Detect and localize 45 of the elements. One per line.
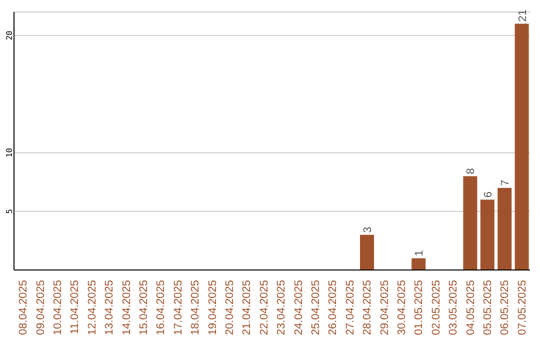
x-tick-label: 14.04.2025 bbox=[120, 280, 133, 336]
data-label: 6 bbox=[482, 192, 494, 198]
x-tick-label: 19.04.2025 bbox=[206, 280, 219, 336]
y-tick-label: 20 bbox=[5, 30, 14, 40]
bar bbox=[514, 24, 529, 270]
x-tick-label: 25.04.2025 bbox=[310, 280, 322, 336]
x-tick-label: 08.04.2025 bbox=[18, 280, 30, 336]
x-tick-label: 04.05.2025 bbox=[464, 280, 477, 336]
x-tick-label: 26.04.2025 bbox=[327, 280, 340, 336]
bar bbox=[498, 188, 512, 270]
x-tick-label: 28.04.2025 bbox=[362, 280, 374, 336]
x-tick-label: 12.04.2025 bbox=[86, 280, 98, 336]
data-label: 3 bbox=[362, 226, 374, 233]
x-tick-label: 23.04.2025 bbox=[276, 280, 288, 336]
data-label: 21 bbox=[516, 9, 529, 22]
bar bbox=[412, 258, 426, 270]
x-tick-label: 05.05.2025 bbox=[482, 280, 494, 336]
y-tick-label: 5 bbox=[5, 208, 14, 214]
x-tick-label: 17.04.2025 bbox=[172, 280, 184, 336]
x-tick-label: 07.05.2025 bbox=[516, 280, 528, 336]
x-tick-label: 30.04.2025 bbox=[396, 280, 408, 336]
x-tick-label: 11.04.2025 bbox=[69, 280, 82, 334]
x-tick-label: 15.04.2025 bbox=[138, 280, 150, 336]
x-tick-label: 02.05.2025 bbox=[430, 280, 442, 336]
data-label: 7 bbox=[500, 180, 512, 186]
x-tick-label: 22.04.2025 bbox=[258, 280, 270, 336]
x-tick-label: 21.04.2025 bbox=[241, 280, 254, 336]
x-tick-label: 16.04.2025 bbox=[155, 280, 168, 336]
x-tick-label: 18.04.2025 bbox=[190, 280, 202, 336]
x-tick-label: 01.05.2025 bbox=[413, 280, 426, 336]
data-label: 8 bbox=[465, 168, 478, 174]
x-tick-label: 20.04.2025 bbox=[224, 280, 236, 336]
data-label: 1 bbox=[414, 250, 426, 256]
x-tick-label: 24.04.2025 bbox=[292, 280, 305, 336]
x-tick-label: 27.04.2025 bbox=[344, 280, 356, 336]
x-tick-label: 06.05.2025 bbox=[499, 280, 512, 336]
x-tick-label: 03.05.2025 bbox=[448, 280, 460, 336]
x-tick-label: 29.04.2025 bbox=[378, 280, 391, 336]
x-tick-label: 09.04.2025 bbox=[34, 280, 47, 336]
x-tick-label: 13.04.2025 bbox=[104, 280, 116, 336]
x-tick-label: 10.04.2025 bbox=[52, 280, 64, 336]
bar bbox=[480, 200, 494, 270]
bar bbox=[463, 176, 478, 270]
y-tick-label: 10 bbox=[5, 148, 14, 158]
bar bbox=[360, 234, 374, 270]
